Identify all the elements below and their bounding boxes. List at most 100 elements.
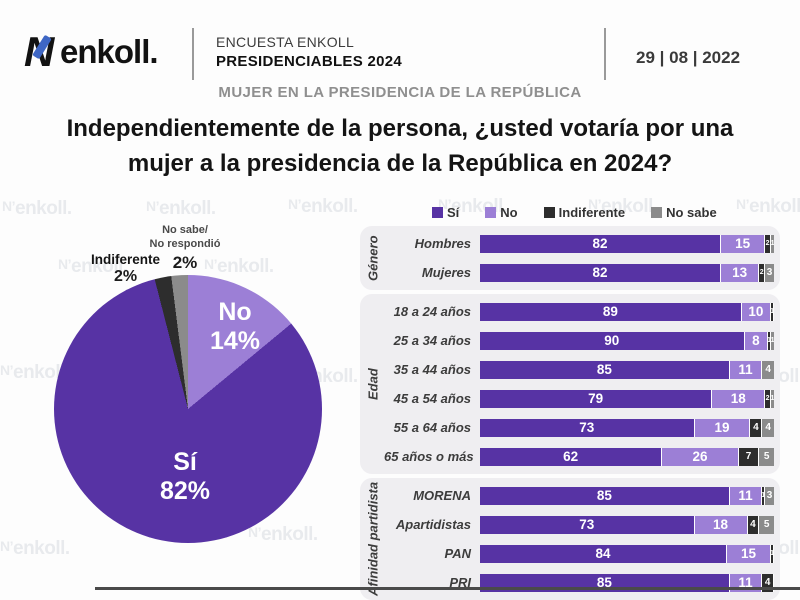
question-line-2: mujer a la presidencia de la República e… [127,149,673,177]
question-title: Independientemente de la persona, ¿usted… [0,112,800,182]
logo-wordmark: enkoll. [60,33,159,70]
watermark-logo-icon: N’ [288,196,302,212]
bar-row: 35 a 44 años 85 11 4 [384,355,774,384]
bar-segment: 11 [729,360,763,379]
enkoll-watermark: N’enkoll. [2,198,72,219]
bar-row: PAN 84151 [384,539,774,568]
enkoll-watermark: N’enkoll. [588,196,658,217]
survey-date: 29 | 08 | 2022 [636,48,741,67]
bar-row: 55 a 64 años 73 19 4 4 [384,413,774,442]
bar-segment: 2 [759,263,766,282]
bar-row: 45 a 54 años 79 18 2 1 [384,384,774,413]
survey-name: ENCUESTA ENKOLL [216,34,355,50]
bar-segment: 5 [759,515,774,534]
legend-item: No [485,204,518,220]
pie-callout-indiferente: Indiferente 2% [78,252,173,286]
bar-segment: 62 [480,447,663,466]
pie-slice-label-no: No 14% [209,298,261,355]
bar-track: 79 18 2 1 [480,389,774,408]
legend-label: Indiferente [558,204,626,220]
bar-row: MORENA851113 [384,481,774,510]
bar-row-label: 25 a 34 años [393,333,471,348]
legend-swatch-icon [432,206,443,218]
pie-callout-indiferente-value: 2% [113,268,138,285]
section-title: MUJER EN LA PRESIDENCIA DE LA REPÚBLICA [218,84,582,101]
enkoll-logo-icon: N [24,30,58,74]
watermark-logo-icon: N’ [2,198,16,214]
bar-segment: 90 [480,331,745,350]
bar-segment: 3 [765,486,774,505]
bar-track: 84151 [480,544,774,563]
enkoll-logo: N enkoll. [24,30,159,74]
bar-segment: 4 [747,515,760,534]
watermark-logo-icon: N’ [58,256,72,272]
pie-chart: No sabe/ No respondió 2% Indiferente 2% … [30,218,360,580]
bar-segment: 4 [762,418,774,437]
bar-segment: 4 [762,360,774,379]
bar-segment: 10 [741,302,772,321]
bar-row-label: 45 a 54 años [393,391,471,406]
header-divider-right [604,28,606,80]
bar-segment: 5 [759,447,774,466]
bar-track: 73 18 4 5 [480,515,774,534]
bar-track: 62 26 7 5 [480,447,774,466]
legend-item: No sabe [651,205,717,220]
bar-row: 25 a 34 años 90811 [384,326,774,355]
bar-chart: Sí No Indiferente No sabe Género Hombres 82 15… [360,203,780,600]
watermark-logo-icon: N’ [146,198,160,214]
survey-edition: PRESIDENCIABLES 2024 [216,53,403,70]
legend-item: Indiferente [543,204,626,220]
bar-segment: 3 [765,263,774,282]
bar-row: 18 a 24 años 89101 [384,297,774,326]
enkoll-watermark: N’enkoll. [204,256,274,277]
bar-row: Mujeres 82 13 2 3 [384,258,774,287]
bar-row-label: 18 a 24 años [393,304,471,319]
bar-segment: 82 [480,234,722,253]
bar-track: 82 13 2 3 [480,263,774,282]
pie-circle [54,275,322,543]
bar-group-label: Afinidad partidista [365,481,381,597]
bar-row: Hombres 82 15 2 1 [384,229,774,258]
bar-segment: 1 [771,302,774,321]
bar-segment: 89 [480,302,742,321]
legend-label: No [500,204,518,220]
legend-swatch-icon [485,206,497,218]
bar-segment: 1 [771,389,774,408]
legend-label: No sabe [666,204,717,220]
watermark-logo-icon: N’ [0,538,14,554]
legend-swatch-icon [543,206,555,218]
watermark-logo-icon: N’ [248,524,262,540]
bar-track: 82 15 2 1 [480,234,774,253]
bar-track: 851113 [480,486,774,505]
watermark-logo-icon: N’ [736,196,750,212]
survey-title-block: ENCUESTA ENKOLL PRESIDENCIABLES 2024 [216,34,402,70]
legend-label: Sí [447,204,460,220]
question-line-1: Independientemente de la persona, ¿usted… [66,115,734,142]
bar-row-label: Mujeres [421,265,471,280]
bar-track: 89101 [480,302,774,321]
bottom-rule [95,587,800,590]
bar-segment: 79 [480,389,713,408]
bar-segment: 7 [738,447,760,466]
bar-segment: 1 [771,234,774,253]
bar-row: 65 años o más 62 26 7 5 [384,442,774,471]
bar-segment: 84 [480,544,727,563]
bar-segment: 19 [694,418,751,437]
header-divider-left [192,28,194,80]
pie-callout-nosabe-line1: No sabe/ [162,224,208,236]
pie-callout-nosabe-value: 2% [172,252,198,272]
bar-segment: 1 [771,544,774,563]
watermark-logo-icon: N’ [588,196,602,212]
bar-segment: 2 [765,389,772,408]
bar-track: 85 11 4 [480,360,774,379]
bar-row-label: PAN [444,546,471,561]
pie-callout-nosabe-line2: No respondió [149,237,221,250]
legend-swatch-icon [651,206,663,218]
bar-legend: Sí No Indiferente No sabe [432,203,780,221]
enkoll-watermark: N’enkoll. [248,524,318,545]
enkoll-watermark: N’enkoll. [146,198,216,219]
bar-group: Afinidad partidistaMORENA851113Apartidis… [360,478,780,600]
legend-item: Sí [432,205,459,220]
bar-segment: 18 [712,389,766,408]
pie-slice-label-si: Sí 82% [159,448,211,505]
